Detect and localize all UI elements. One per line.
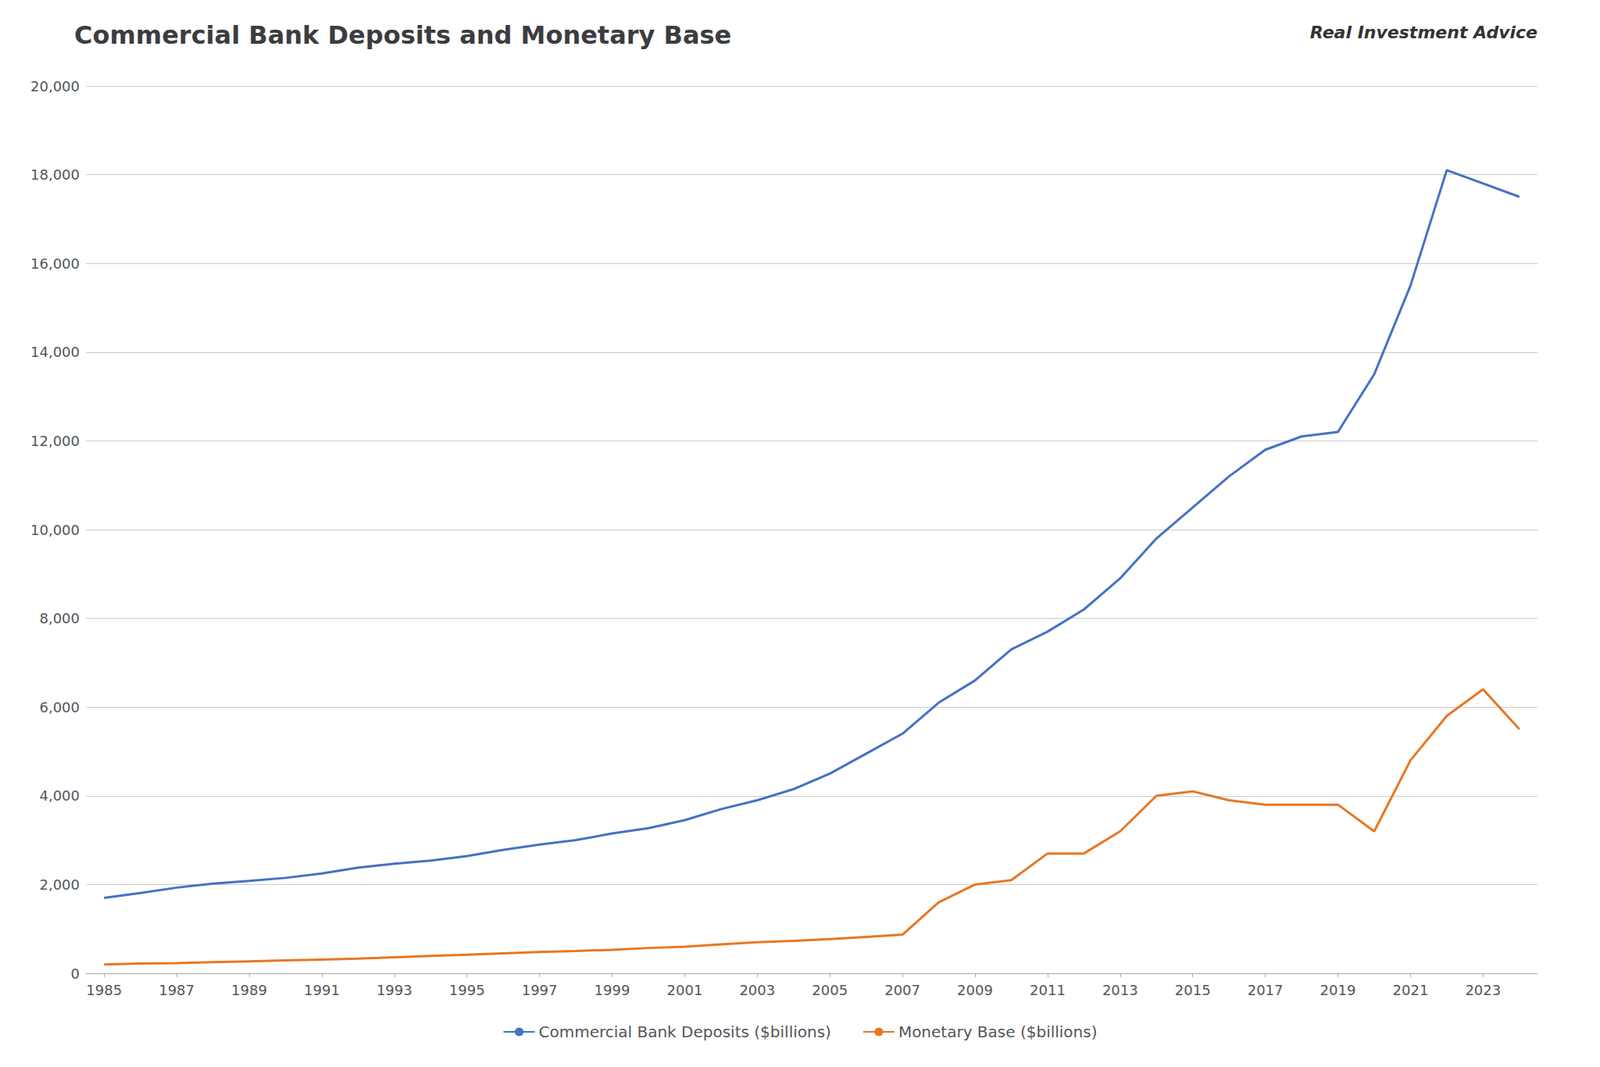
svg-text:6,000: 6,000 (39, 699, 80, 716)
svg-text:14,000: 14,000 (30, 343, 80, 361)
svg-text:18,000: 18,000 (30, 166, 80, 183)
svg-text:2013: 2013 (1102, 982, 1139, 999)
svg-text:Commercial Bank Deposits and M: Commercial Bank Deposits and Monetary Ba… (74, 20, 732, 50)
svg-text:10,000: 10,000 (30, 521, 80, 539)
svg-text:2017: 2017 (1247, 982, 1284, 999)
svg-text:12,000: 12,000 (30, 432, 80, 450)
svg-text:2023: 2023 (1464, 982, 1501, 999)
svg-text:Real Investment Advice: Real Investment Advice (1310, 22, 1538, 43)
svg-text:2009: 2009 (957, 982, 993, 999)
svg-text:1991: 1991 (303, 982, 340, 999)
svg-text:1993: 1993 (376, 982, 413, 999)
svg-text:2001: 2001 (667, 982, 704, 999)
svg-text:2011: 2011 (1029, 982, 1066, 999)
svg-text:2005: 2005 (811, 982, 848, 999)
svg-text:4,000: 4,000 (39, 787, 80, 804)
svg-text:Monetary Base ($billions): Monetary Base ($billions) (898, 1022, 1098, 1042)
svg-text:Commercial Bank Deposits ($bil: Commercial Bank Deposits ($billions) (538, 1022, 831, 1042)
svg-text:0: 0 (71, 965, 80, 983)
svg-text:2007: 2007 (884, 982, 921, 999)
svg-text:2021: 2021 (1392, 982, 1429, 999)
svg-text:1987: 1987 (158, 982, 195, 999)
svg-text:1999: 1999 (594, 982, 631, 999)
svg-text:20,000: 20,000 (30, 78, 80, 95)
svg-text:8,000: 8,000 (39, 610, 80, 627)
svg-text:1995: 1995 (449, 982, 486, 999)
svg-text:1985: 1985 (85, 982, 122, 999)
svg-text:2003: 2003 (739, 982, 775, 999)
svg-text:16,000: 16,000 (30, 255, 80, 272)
svg-text:2015: 2015 (1175, 982, 1211, 999)
svg-text:1989: 1989 (231, 982, 268, 999)
svg-text:2019: 2019 (1320, 982, 1357, 999)
svg-text:1997: 1997 (521, 982, 558, 999)
svg-text:2,000: 2,000 (39, 876, 80, 893)
